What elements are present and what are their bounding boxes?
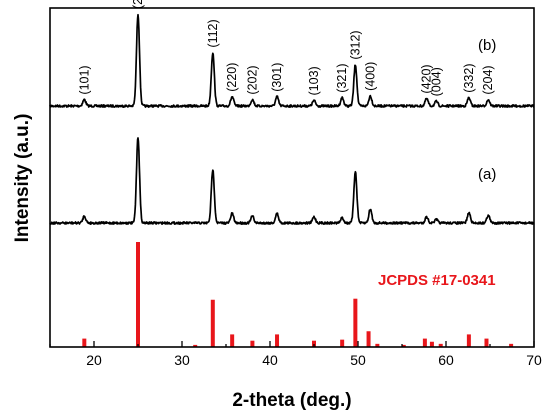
axes-layer [49, 7, 535, 348]
ref-bar [401, 344, 406, 347]
ref-bar [366, 331, 371, 347]
ref-bar [275, 334, 280, 347]
ref-bar [484, 338, 489, 347]
peak-labels-layer: (101) (200) (112) (220) (202) (301) (103) (321)… [77, 0, 495, 96]
peak-label: (220) [225, 63, 239, 92]
peak-label: (004) [429, 67, 443, 96]
ref-bar [422, 338, 427, 347]
ref-bar [230, 334, 235, 347]
peak-label: (332) [462, 64, 476, 93]
x-tick-label-70: 70 [526, 352, 542, 368]
ref-bar [375, 343, 380, 347]
ref-bar [429, 341, 434, 347]
ref-bar [466, 334, 471, 347]
peak-label: (202) [245, 65, 259, 94]
peak-label: (200) [131, 0, 145, 9]
peak-label: (112) [206, 19, 220, 47]
pattern-b [49, 13, 535, 108]
peak-label: (420) [420, 64, 434, 93]
x-ticks-layer: 20 30 40 50 60 70 [49, 341, 542, 368]
y-axis-title: Intensity (a.u.) [12, 114, 33, 243]
peak-label: (204) [481, 65, 495, 94]
peak-label: (103) [307, 66, 321, 95]
series-label-a: (a) [478, 166, 496, 183]
pattern-a [49, 137, 535, 225]
reference-label: JCPDS #17-0341 [378, 272, 496, 289]
ref-bar [82, 338, 87, 347]
reference-bars-layer [82, 242, 514, 347]
x-tick-label-30: 30 [174, 352, 190, 368]
ref-bar [353, 298, 358, 347]
peak-label: (301) [270, 63, 284, 92]
peak-label: (312) [348, 30, 362, 59]
ref-bar [136, 242, 140, 347]
ref-bar [312, 340, 316, 347]
x-axis-title: 2-theta (deg.) [232, 390, 351, 411]
peak-label: (101) [77, 65, 91, 94]
ref-bar [210, 299, 215, 347]
ref-bar [250, 340, 255, 347]
ref-bar [438, 343, 443, 347]
x-tick-label-50: 50 [350, 352, 366, 368]
peak-label: (321) [335, 64, 349, 93]
peak-label: (400) [363, 62, 377, 91]
x-tick-label-60: 60 [438, 352, 454, 368]
x-tick-label-20: 20 [86, 352, 102, 368]
plot-frame [49, 7, 535, 348]
patterns-layer [49, 13, 535, 225]
ref-bar [340, 339, 345, 347]
series-label-b: (b) [478, 37, 496, 54]
x-tick-label-40: 40 [262, 352, 278, 368]
ref-bar [509, 343, 514, 347]
ref-bar [193, 344, 198, 347]
